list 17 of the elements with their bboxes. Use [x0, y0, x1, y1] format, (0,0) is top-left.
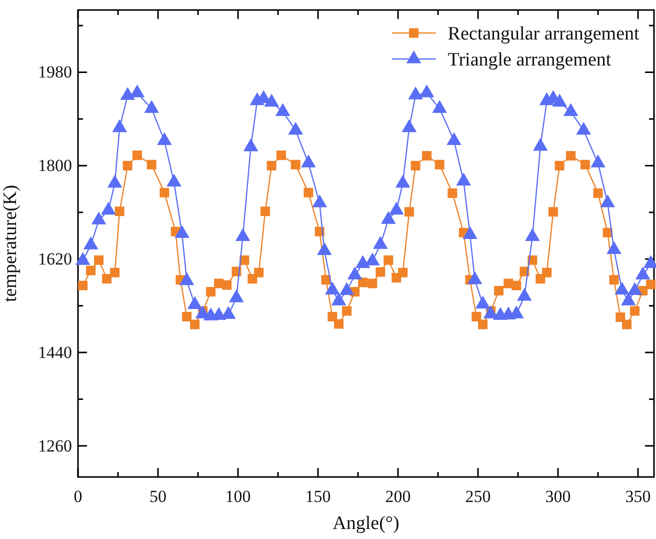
x-tick-label: 50: [150, 487, 166, 506]
y-tick-label: 1440: [38, 342, 72, 362]
y-tick-label: 1620: [38, 250, 72, 269]
x-tick-label: 150: [305, 487, 331, 506]
x-tick-label: 100: [225, 487, 251, 506]
x-tick-label: 300: [545, 487, 571, 506]
x-tick-label: 250: [465, 487, 491, 506]
x-tick-label: 200: [385, 487, 411, 506]
y-tick-label: 1260: [38, 436, 72, 456]
x-tick-label: 0: [74, 487, 82, 506]
y-axis-title: temperature(K): [0, 184, 21, 302]
legend-label: Triangle arrangement: [448, 50, 612, 71]
legend-label: Rectangular arrangement: [448, 24, 640, 45]
y-tick-label: 1980: [38, 62, 72, 82]
y-tick-label: 1800: [38, 156, 72, 176]
x-axis-title: Angle(°): [332, 513, 400, 534]
x-tick-label: 350: [625, 487, 651, 506]
